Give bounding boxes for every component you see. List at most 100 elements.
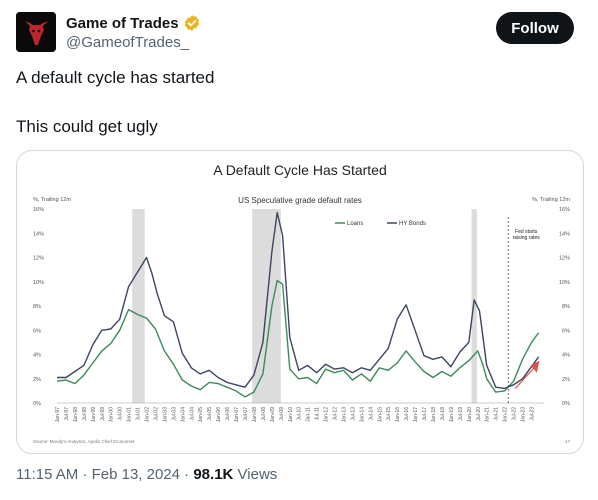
x-tick-label: Jul-23 (530, 407, 536, 421)
x-tick-label: Jul-19 (458, 407, 464, 421)
x-tick-label: Jan-98 (73, 407, 79, 423)
chart-source-note: Source: Moody's Analytics, Apollo Chief … (33, 439, 135, 444)
y-tick-right: 8% (562, 304, 570, 310)
follow-button[interactable]: Follow (496, 12, 574, 44)
y-tick-right: 14% (559, 231, 570, 237)
x-tick-label: Jul-20 (476, 407, 482, 421)
views-count: 98.1K (193, 466, 234, 483)
x-tick-label: Jul-11 (315, 407, 321, 420)
y-tick-right: 2% (562, 377, 570, 383)
tweet-text-line-1: A default cycle has started (16, 68, 215, 87)
chart-subtitle: US Speculative grade default rates (238, 196, 362, 205)
y-tick-left: 16% (33, 207, 44, 213)
avatar[interactable] (16, 12, 56, 52)
x-tick-label: Jan-07 (234, 407, 240, 423)
x-tick-label: Jul-02 (154, 407, 160, 421)
x-tick-label: Jan-99 (91, 407, 97, 423)
x-tick-label: Jan-22 (503, 407, 509, 423)
default-cycle-chart: A Default Cycle Has Started US Speculativ… (33, 162, 571, 444)
trend-arrow-shaft (514, 366, 536, 389)
x-tick-label: Jan-20 (467, 407, 473, 423)
y-tick-left: 10% (33, 280, 44, 286)
x-tick-label: Jul-98 (82, 407, 88, 421)
x-tick-label: Jan-19 (449, 407, 455, 423)
y-tick-left: 0% (33, 401, 41, 407)
x-tick-label: Jul-18 (440, 407, 446, 421)
recession-band-2 (471, 209, 477, 403)
fed-hike-annotation-line-2: raising rates (513, 235, 541, 241)
y-tick-left: 6% (33, 328, 41, 334)
recession-band-0 (132, 209, 145, 403)
x-tick-label: Jan-06 (216, 407, 222, 423)
tweet-text-line-2: This could get ugly (16, 117, 158, 136)
x-tick-label: Jul-08 (261, 407, 267, 421)
series-line-loans (56, 279, 540, 398)
x-tick-label: Jul-04 (189, 407, 195, 421)
series-line-hy-bonds (57, 211, 540, 390)
x-tick-label: Jan-05 (198, 407, 204, 423)
x-tick-label: Jan-18 (431, 407, 437, 423)
x-tick-label: Jul-10 (297, 407, 303, 421)
x-tick-label: Jan-17 (413, 407, 419, 423)
x-tick-label: Jul-03 (171, 407, 177, 421)
x-tick-label: Jan-14 (359, 407, 365, 423)
x-tick-label: Jul-05 (207, 407, 213, 421)
x-tick-label: Jan-16 (395, 407, 401, 423)
x-tick-label: Jan-21 (485, 407, 491, 423)
x-tick-label: Jul-14 (368, 407, 374, 421)
x-tick-label: Jan-10 (288, 407, 294, 423)
display-name[interactable]: Game of Trades (66, 14, 179, 32)
x-tick-label: Jul-09 (279, 407, 285, 421)
y-tick-right: 0% (562, 401, 570, 407)
y-tick-right: 6% (562, 328, 570, 334)
y-tick-right: 4% (562, 353, 570, 359)
views-label: Views (237, 466, 278, 483)
x-tick-label: Jul-01 (136, 407, 142, 421)
x-tick-label: Jan-01 (127, 407, 133, 423)
tweet-meta: 11:15 AM · Feb 13, 2024 · 98.1K Views (16, 466, 277, 483)
x-tick-label: Jul-00 (118, 407, 124, 421)
x-tick-label: Jan-04 (180, 407, 186, 423)
bull-logo-icon (16, 12, 56, 52)
x-tick-label: Jan-09 (270, 407, 276, 423)
x-tick-label: Jan-08 (252, 407, 258, 423)
x-tick-label: Jan-23 (521, 407, 527, 423)
x-tick-label: Jul-22 (512, 407, 518, 421)
y-tick-right: 16% (559, 207, 570, 213)
x-tick-label: Jan-03 (162, 407, 168, 423)
x-tick-label: Jan-00 (109, 407, 115, 423)
x-tick-label: Jul-12 (333, 407, 339, 421)
x-tick-label: Jan-15 (377, 407, 383, 423)
x-tick-label: Jul-97 (64, 407, 70, 421)
x-tick-label: Jan-11 (306, 407, 312, 422)
x-tick-label: Jan-12 (324, 407, 330, 423)
verified-badge-icon (184, 15, 199, 31)
legend-label: HY Bonds (399, 221, 426, 227)
y-axis-label-left: %, Trailing 12m (33, 197, 71, 203)
y-tick-left: 2% (33, 377, 41, 383)
tweet-timestamp[interactable]: 11:15 AM · Feb 13, 2024 · (16, 466, 190, 483)
x-tick-label: Jul-17 (422, 407, 428, 421)
trend-arrow-head (530, 360, 540, 373)
legend-label: Loans (347, 221, 363, 227)
y-tick-left: 14% (33, 231, 44, 237)
y-tick-right: 12% (559, 256, 570, 262)
tweet-header: Game of Trades @GameofTrades_ Follow (16, 12, 582, 56)
x-tick-label: Jul-06 (225, 407, 231, 421)
tweet-media[interactable]: A Default Cycle Has Started US Speculativ… (16, 150, 584, 454)
fed-hike-annotation-line-1: Fed starts (515, 229, 538, 235)
y-tick-left: 12% (33, 256, 44, 262)
chart-page-number: 17 (565, 439, 571, 444)
y-tick-left: 8% (33, 304, 41, 310)
chart-title: A Default Cycle Has Started (213, 162, 387, 178)
y-tick-right: 10% (559, 280, 570, 286)
x-tick-label: Jul-15 (386, 407, 392, 421)
x-tick-label: Jul-13 (350, 407, 356, 421)
y-axis-label-right: %, Trailing 12m (532, 197, 570, 203)
author-handle[interactable]: @GameofTrades_ (66, 34, 190, 51)
x-tick-label: Jul-07 (243, 407, 249, 421)
x-tick-label: Jan-97 (55, 407, 61, 423)
x-tick-label: Jan-13 (342, 407, 348, 423)
x-tick-label: Jul-16 (404, 407, 410, 421)
y-tick-left: 4% (33, 353, 41, 359)
